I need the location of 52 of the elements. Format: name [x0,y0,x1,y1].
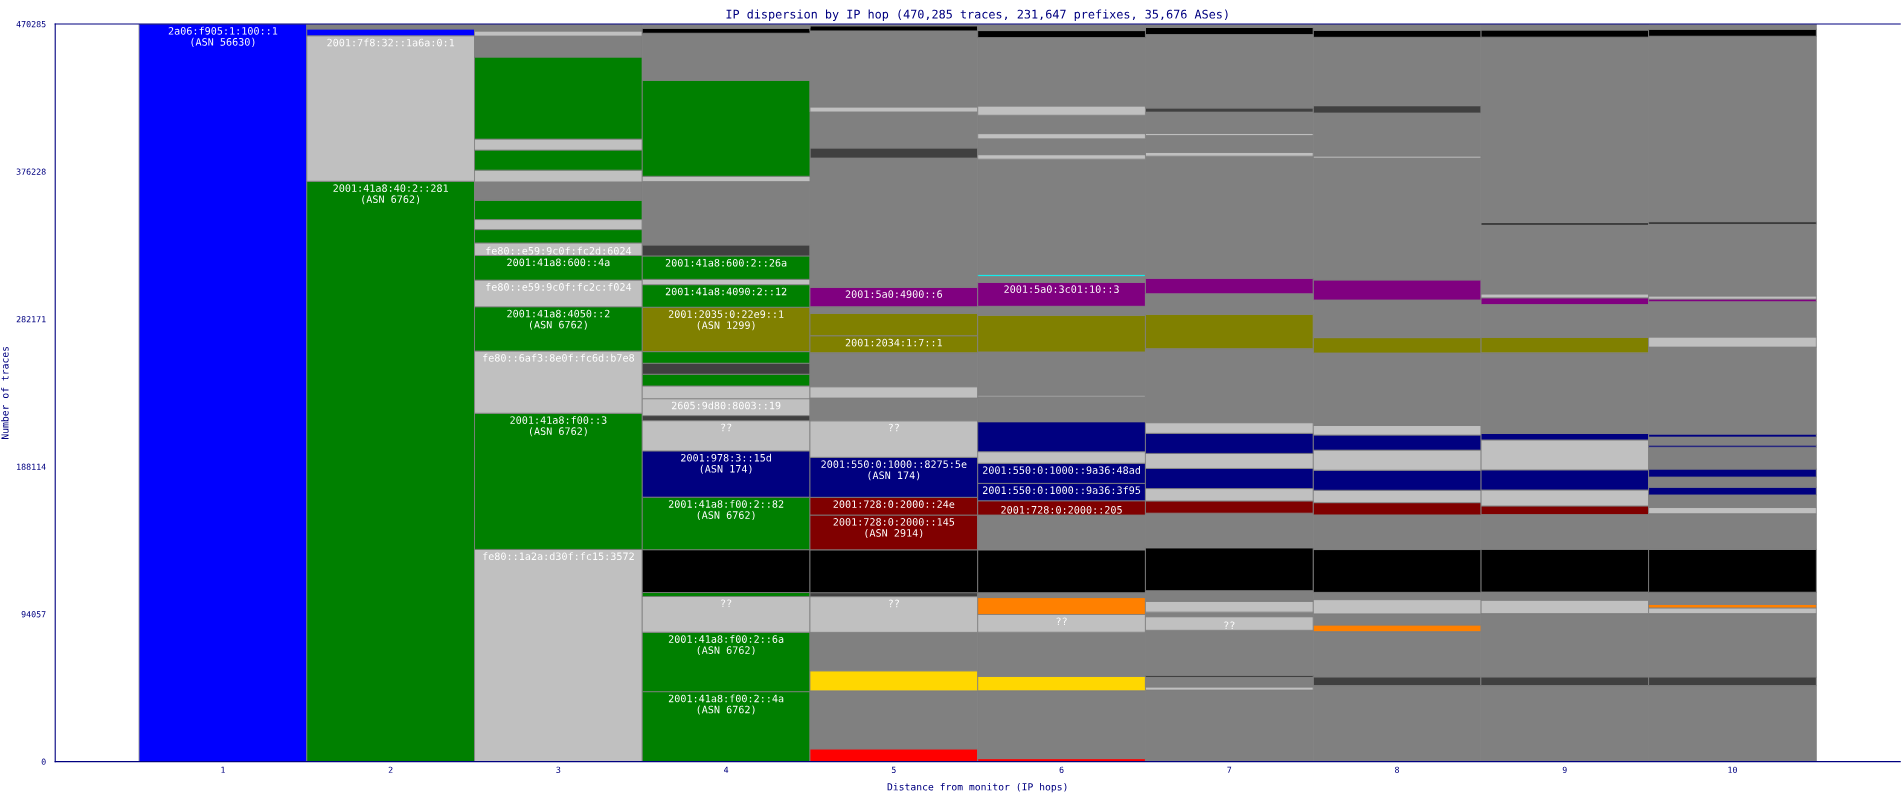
annotation: 2001:41a8:4090:2::12 [665,287,787,296]
annotation: fe80::1a2a:d30f:fc15:3572 [483,552,634,561]
y-tick-label: 0 [41,758,46,765]
annotation: ?? [1056,617,1067,626]
annotation: fe80::e59:9c0f:fc2c:f024 [486,282,632,291]
annotation: 2001:728:0:2000::24e [833,500,955,508]
x-tick-label: 2 [388,766,393,773]
annotation: ?? [888,423,899,432]
annotation: 2001:41a8:f00:2::6a (ASN 6762) [668,635,784,656]
annotation: ?? [721,423,732,432]
x-tick-label: 8 [1395,766,1399,773]
annotation: 2001:41a8:40:2::281 (ASN 6762) [333,184,448,205]
annotation: 2001:978:3::15d (ASN 174) [681,453,771,474]
annotation: fe80::6af3:8e0f:fc6d:b7e8 [483,353,635,362]
x-tick-label: 7 [1227,766,1232,773]
annotation: 2001:7f8:32::1a6a:0:1 [327,38,455,47]
x-tick-label: 6 [1059,766,1064,773]
annotation: 2a06:f905:1:100::1 (ASN 56630) [168,26,278,47]
annotation: 2001:5a0:3c01:10::3 [1004,285,1119,293]
annotation: 2001:41a8:600::4a [507,258,610,267]
y-tick-label: 94057 [21,611,46,618]
x-tick-label: 1 [221,766,225,773]
annotation: 2001:550:0:1000::9a36:48ad [982,466,1140,474]
annotation: ?? [721,599,732,607]
annotation: 2001:728:0:2000::145 (ASN 2914) [833,518,955,538]
annotation: 2001:41a8:600:2::26a [665,258,787,267]
annotation: 2001:41a8:f00::3 (ASN 6762) [510,416,607,437]
x-tick-label: 3 [556,766,561,773]
x-tick-label: 4 [724,766,729,773]
annotation: 2001:2035:0:22e9::1 (ASN 1299) [668,310,784,331]
x-tick-label: 10 [1728,766,1737,773]
x-axis-title: Distance from monitor (IP hops) [887,782,1067,793]
annotation: 2001:41a8:f00:2::4a (ASN 6762) [668,694,784,715]
annotation: 2605:9d80:8003::19 [671,401,781,410]
chart-title: IP dispersion by IP hop (470,285 traces, 231,647 prefixes, 35,676 ASes) [726,9,1228,21]
annotation: 2001:41a8:f00:2::82 (ASN 6762) [668,500,784,521]
annotation: 2001:2034:1:7::1 [845,338,942,347]
annotation: 2001:550:0:1000::8275:5e (ASN 174) [821,460,967,481]
annotation: 2001:41a8:4050::2 (ASN 6762) [507,309,610,330]
annotation: fe80::e59:9c0f:fc2d:6024 [486,246,632,255]
annotation: 2001:728:0:2000::205 [1001,505,1122,514]
x-tick-label: 9 [1562,766,1567,773]
y-tick-label: 188114 [17,463,46,470]
y-tick-label: 282171 [16,316,46,323]
annotation: ?? [1224,621,1235,629]
y-axis-title: Number of traces [1,346,9,439]
annotation: 2001:550:0:1000::9a36:3f95 [982,486,1141,495]
annotation: ?? [888,599,899,608]
y-tick-label: 470285 [16,21,46,28]
x-tick-label: 5 [891,766,896,773]
y-tick-label: 376228 [16,168,46,175]
annotation: 2001:5a0:4900::6 [845,290,943,298]
